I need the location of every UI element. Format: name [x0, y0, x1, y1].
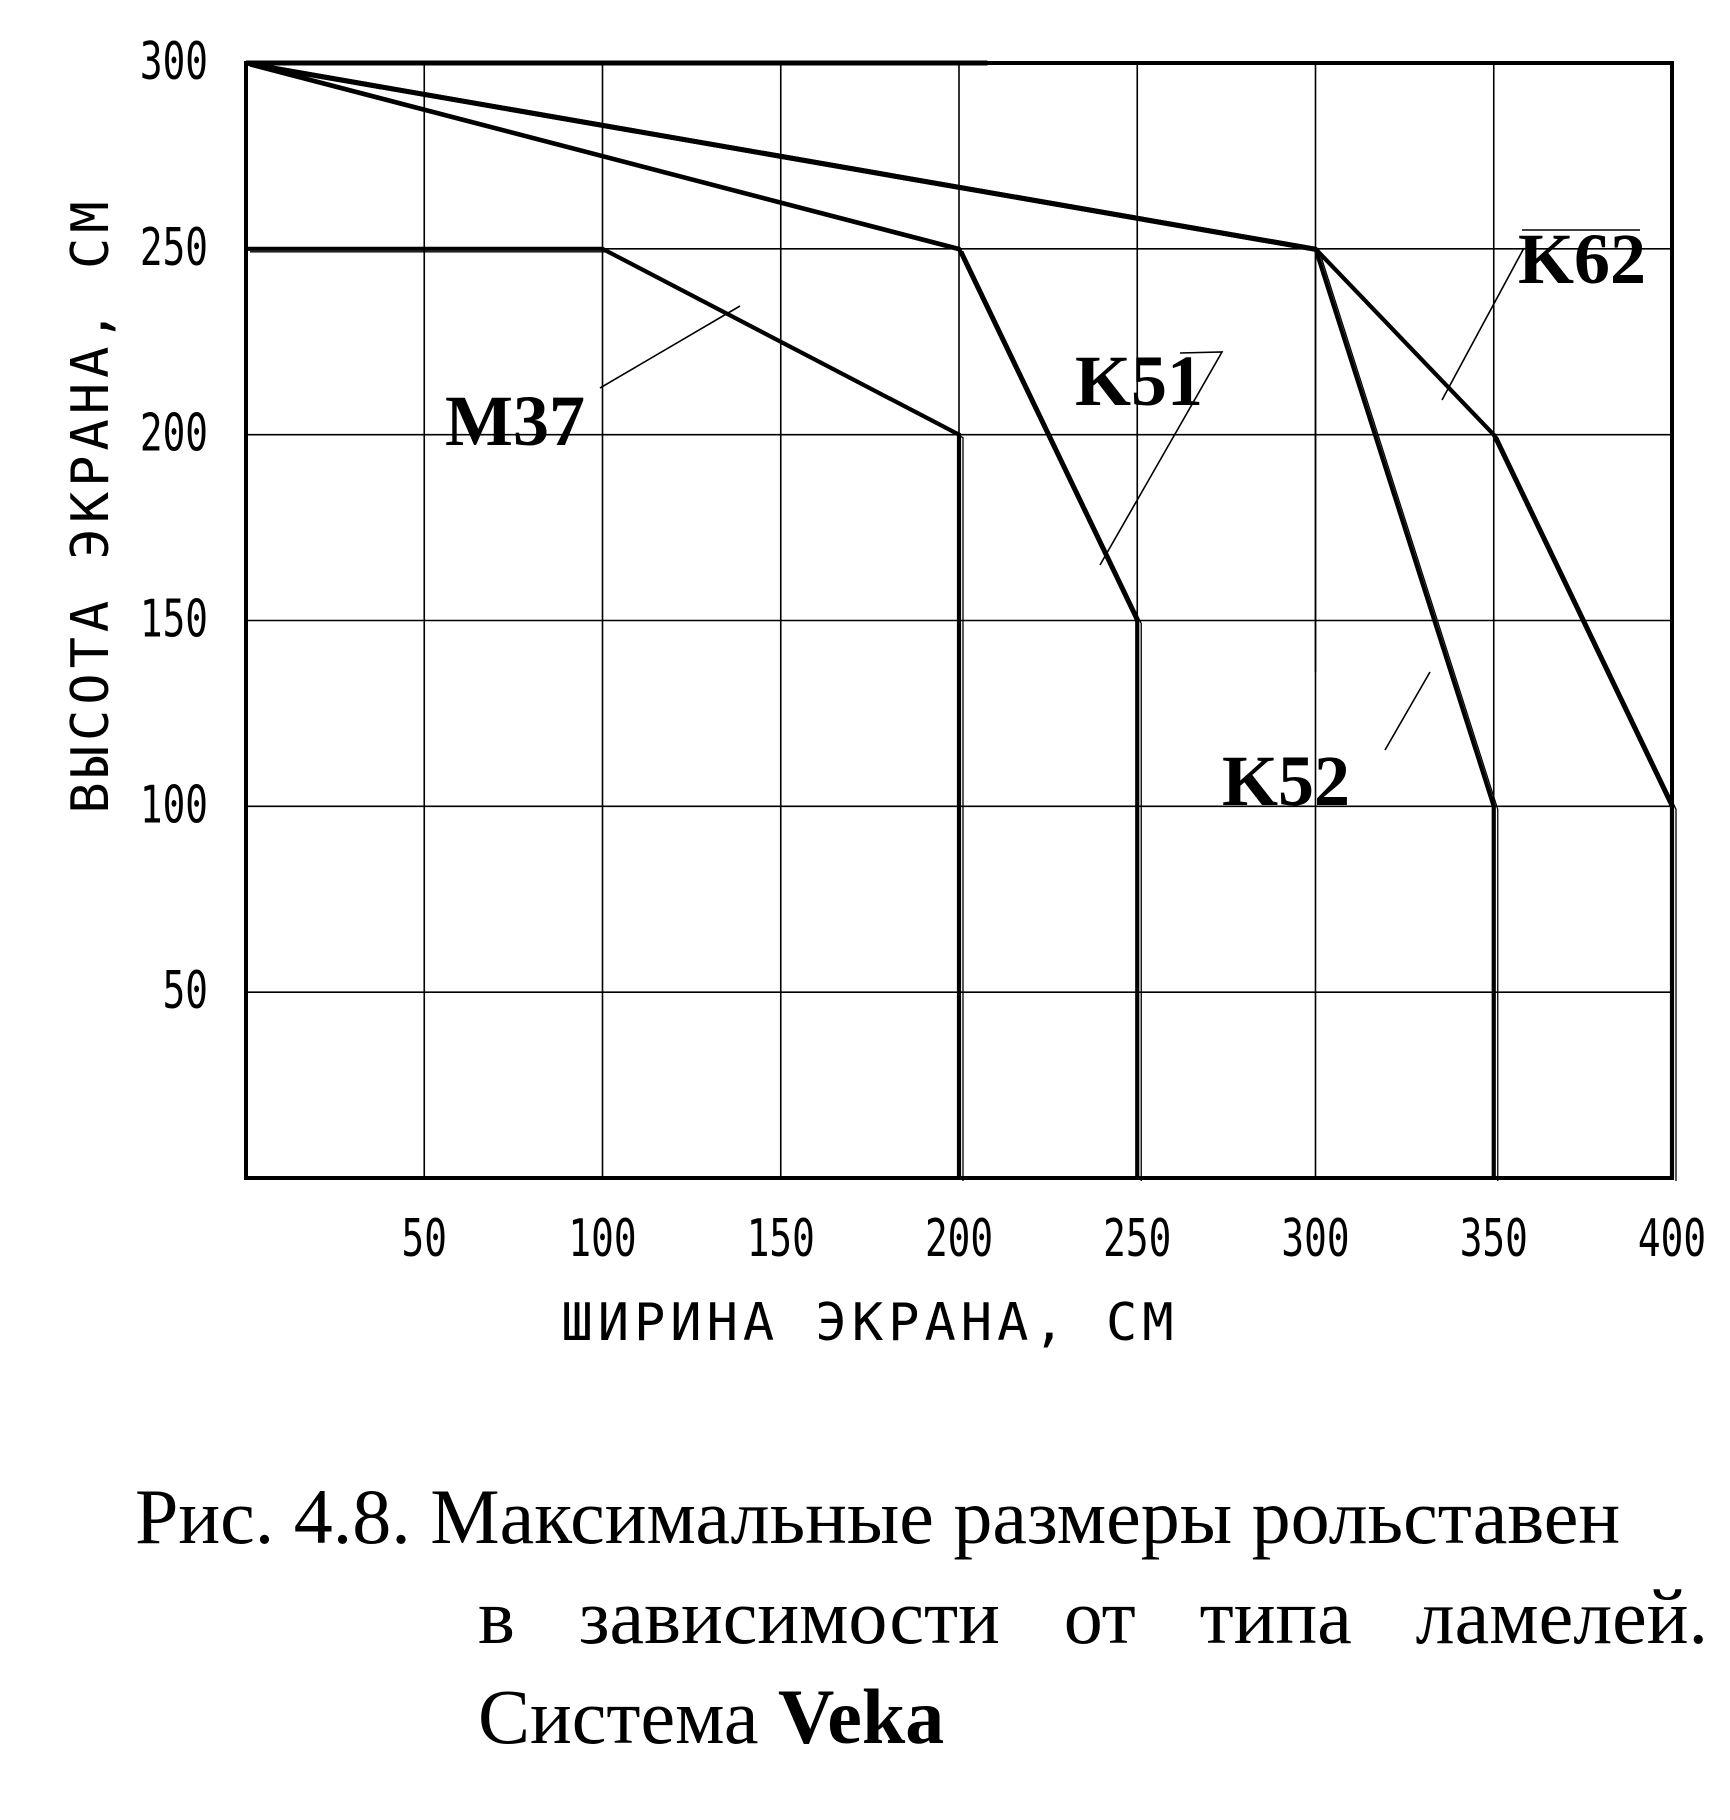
series-label-k51: K51	[1075, 341, 1203, 421]
y-tick-label-100: 100	[140, 774, 208, 834]
series-lines	[245, 60, 1677, 1181]
x-tick-label-100: 100	[568, 1208, 636, 1268]
x-tick-label-150: 150	[747, 1208, 815, 1268]
x-tick-label-400: 400	[1638, 1208, 1706, 1268]
series-label-k62: K62	[1518, 219, 1646, 299]
x-tick-label-50: 50	[402, 1208, 447, 1268]
chart: 50 100 150 200 250 300 350 400 50 100 150 200 250 300…	[61, 31, 1706, 1353]
x-tick-label-350: 350	[1460, 1208, 1528, 1268]
leader-line-k52	[1384, 671, 1431, 751]
y-tick-label-250: 250	[140, 217, 208, 277]
y-tick-label-50: 50	[163, 960, 208, 1020]
series-labels: M37 K51 K52 K62	[445, 219, 1646, 821]
x-axis-title: ШИРИНА ЭКРАНА, СМ	[561, 1293, 1178, 1353]
caption-system-name: Veka	[778, 1673, 945, 1760]
x-tick-label-300: 300	[1281, 1208, 1349, 1268]
series-line-m37-shadow	[250, 251, 964, 1181]
series-line-k52-shadow	[249, 65, 1499, 1181]
series-line-k51-shadow	[249, 65, 1142, 1181]
leader-line-m37	[599, 305, 741, 389]
y-tick-label-200: 200	[140, 403, 208, 463]
tick-labels: 50 100 150 200 250 300 350 400 50 100 150 200 250 300	[140, 31, 1706, 1269]
series-line-m37	[246, 246, 962, 1178]
y-tick-label-300: 300	[140, 31, 208, 91]
leader-line-k62-b	[1441, 247, 1525, 401]
series-line-k62-shadow	[249, 65, 1677, 1181]
axis-titles: ШИРИНА ЭКРАНА, СМ ВЫСОТА ЭКРАНА, СМ	[61, 196, 1178, 1353]
leader-line-k51	[1099, 351, 1224, 566]
series-line-k51	[245, 60, 1140, 1178]
label-leaders	[599, 229, 1640, 751]
series-label-k52: K52	[1222, 741, 1350, 821]
caption-system-prefix: Система	[478, 1673, 779, 1760]
figure-caption-line-2: в зависимости от типа ламелей.	[478, 1573, 1708, 1660]
figure-caption-line-1: Рис. 4.8. Максимальные размеры рольставе…	[135, 1473, 1621, 1560]
x-tick-label-200: 200	[925, 1208, 993, 1268]
y-axis-title: ВЫСОТА ЭКРАНА, СМ	[61, 196, 121, 813]
y-tick-label-150: 150	[140, 589, 208, 649]
series-label-m37: M37	[445, 381, 585, 461]
x-tick-label-250: 250	[1103, 1208, 1171, 1268]
figure-caption-line-3: Система Veka	[478, 1678, 944, 1756]
plot-frame	[244, 60, 1674, 1180]
